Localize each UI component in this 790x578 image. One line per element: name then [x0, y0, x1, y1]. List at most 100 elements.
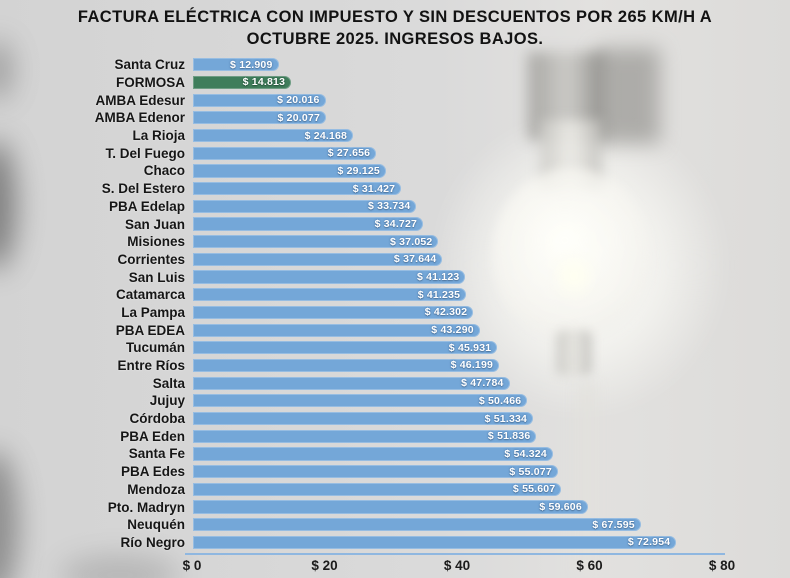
- bar-row: Santa Fe $ 54.324: [0, 445, 790, 463]
- bar-value-label: $ 41.235: [417, 288, 461, 301]
- category-label: Misiones: [127, 234, 185, 250]
- bar-row: Entre Ríos $ 46.199: [0, 357, 790, 375]
- bar: $ 43.290: [193, 323, 480, 337]
- bar: $ 12.909: [193, 58, 279, 72]
- bar-row: Mendoza $ 55.607: [0, 481, 790, 499]
- bar-value-label: $ 33.734: [368, 200, 411, 213]
- bar: $ 46.199: [193, 358, 500, 373]
- category-label: T. Del Fuego: [105, 145, 185, 161]
- bar-row: Río Negro $ 72.954: [0, 534, 790, 552]
- category-label: La Pampa: [121, 304, 185, 320]
- bar-track: $ 67.595: [193, 516, 723, 534]
- category-label: Neuquén: [127, 517, 185, 533]
- bar-track: $ 34.727: [193, 215, 723, 233]
- bar-value-label: $ 55.077: [509, 465, 552, 478]
- bar-track: $ 54.324: [193, 445, 723, 463]
- bar-row: San Juan $ 34.727: [0, 215, 790, 233]
- bar-value-label: $ 50.466: [478, 394, 522, 407]
- bar-value-label: $ 34.727: [374, 217, 418, 230]
- x-axis-tick-label: $ 0: [182, 558, 202, 573]
- bar: $ 42.302: [193, 305, 474, 319]
- bar: $ 41.235: [193, 288, 467, 302]
- bar-row: Tucumán $ 45.931: [0, 339, 790, 357]
- bar-value-label: $ 43.290: [431, 324, 474, 337]
- bar: $ 20.016: [193, 93, 326, 107]
- bar-row: La Rioja $ 24.168: [0, 127, 790, 145]
- x-axis-tick-label: $ 40: [443, 558, 471, 573]
- bar-track: $ 55.607: [193, 481, 723, 499]
- bar-value-label: $ 55.607: [512, 483, 556, 496]
- bar-row: S. Del Estero $ 31.427: [0, 180, 790, 198]
- category-label: Tucumán: [125, 340, 185, 356]
- category-label: AMBA Edenor: [94, 110, 185, 126]
- bar-row: Catamarca $ 41.235: [0, 286, 790, 304]
- bar: $ 55.607: [193, 482, 562, 496]
- bar-track: $ 55.077: [193, 463, 723, 481]
- bar-row: Chaco $ 29.125: [0, 162, 790, 180]
- bar: $ 31.427: [193, 182, 402, 196]
- bar-row: Jujuy $ 50.466: [0, 392, 790, 410]
- bar-value-label: $ 46.199: [450, 359, 494, 372]
- bar-value-label: $ 37.052: [389, 235, 433, 248]
- bar: $ 34.727: [193, 217, 424, 231]
- bar-value-label: $ 67.595: [592, 518, 635, 531]
- category-label: S. Del Estero: [101, 181, 185, 197]
- category-label: Río Negro: [120, 534, 185, 550]
- category-label: Pto. Madryn: [107, 499, 185, 515]
- bar-value-label: $ 20.016: [277, 94, 320, 107]
- bar: $ 24.168: [193, 128, 354, 143]
- bar-row: AMBA Edesur $ 20.016: [0, 91, 790, 109]
- bar-row: PBA EDEA $ 43.290: [0, 321, 790, 339]
- bar-value-label: $ 29.125: [337, 164, 380, 177]
- bar-row: T. Del Fuego $ 27.656: [0, 144, 790, 162]
- bar-row: Santa Cruz $ 12.909: [0, 56, 790, 74]
- bar-row: San Luis $ 41.123: [0, 268, 790, 286]
- bar-track: $ 27.656: [193, 144, 723, 162]
- category-label: PBA Edes: [120, 464, 185, 480]
- bar-value-label: $ 20.077: [277, 111, 320, 124]
- bar: $ 55.077: [193, 465, 558, 479]
- bar: $ 51.836: [193, 429, 537, 443]
- bar-track: $ 72.954: [193, 534, 723, 552]
- bar-row: Misiones $ 37.052: [0, 233, 790, 251]
- bar-value-label: $ 51.334: [484, 412, 528, 425]
- bar-rows: Santa Cruz $ 12.909 FORMOSA $ 14.813 AMBA Ed…: [0, 56, 790, 551]
- bar-value-label: $ 12.909: [230, 58, 273, 71]
- bar-row: AMBA Edenor $ 20.077: [0, 109, 790, 127]
- bar-track: $ 47.784: [193, 374, 723, 392]
- bar-value-label: $ 54.324: [504, 447, 547, 460]
- bar: $ 45.931: [193, 341, 498, 355]
- category-label: Salta: [152, 375, 185, 391]
- bar-value-label: $ 41.123: [416, 271, 460, 284]
- category-label: Entre Ríos: [117, 358, 185, 374]
- bar-row: Salta $ 47.784: [0, 374, 790, 392]
- bar-row: Corrientes $ 37.644: [0, 251, 790, 269]
- bar: $ 37.644: [193, 252, 443, 266]
- bar-track: $ 41.235: [193, 286, 723, 304]
- bar-value-label: $ 59.606: [539, 500, 582, 513]
- bar-row: Pto. Madryn $ 59.606: [0, 498, 790, 516]
- category-label: FORMOSA: [116, 75, 185, 91]
- bar: $ 41.123: [193, 270, 466, 284]
- bar-value-label: $ 24.168: [304, 129, 348, 142]
- bar-track: $ 31.427: [193, 180, 723, 198]
- bar-track: $ 33.734: [193, 198, 723, 216]
- bar-value-label: $ 51.836: [487, 430, 531, 443]
- bar-track: $ 51.334: [193, 410, 723, 428]
- bar-track: $ 50.466: [193, 392, 723, 410]
- bar: $ 20.077: [193, 111, 326, 125]
- bar-track: $ 37.644: [193, 251, 723, 269]
- bar-value-label: $ 42.302: [424, 306, 468, 319]
- bar-track: $ 20.016: [193, 91, 723, 109]
- category-label: AMBA Edesur: [95, 92, 185, 108]
- bar-value-label: $ 31.427: [352, 182, 396, 195]
- bar: $ 33.734: [193, 199, 417, 213]
- bar-row: PBA Eden $ 51.836: [0, 427, 790, 445]
- category-label: La Rioja: [132, 128, 185, 144]
- bar-track: $ 42.302: [193, 304, 723, 322]
- category-label: PBA EDEA: [115, 322, 185, 338]
- bar-value-label: $ 14.813: [242, 76, 286, 89]
- bar-track: $ 46.199: [193, 357, 723, 375]
- x-axis-tick-label: $ 80: [708, 558, 736, 573]
